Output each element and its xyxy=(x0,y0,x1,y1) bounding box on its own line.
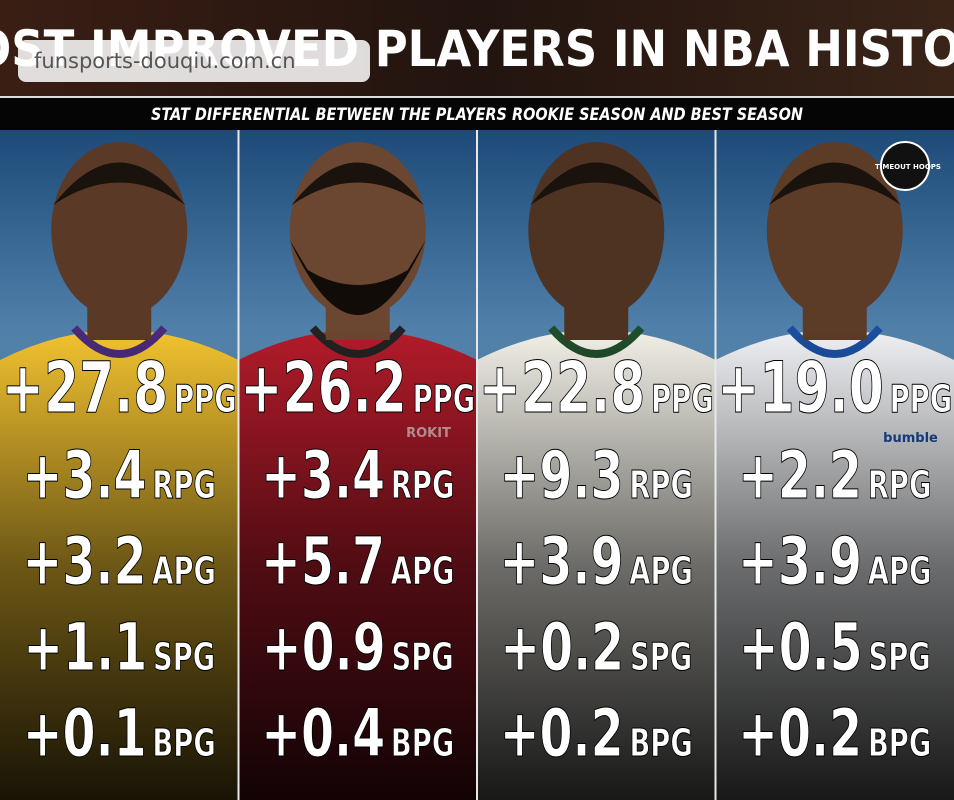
stat-line: +1.1 SPG xyxy=(23,609,215,686)
stat-value: +3.4 xyxy=(261,437,385,514)
stat-unit: RPG xyxy=(629,462,693,507)
stat-line: +3.9 APG xyxy=(738,523,931,600)
logo: TIMEOUT HOOPS xyxy=(875,141,941,191)
stat-value: +27.8 xyxy=(2,348,169,429)
stat-value: +0.2 xyxy=(500,609,624,686)
stat-unit: APG xyxy=(629,548,693,593)
hair xyxy=(53,162,186,205)
stat-line: +0.2 SPG xyxy=(500,609,692,686)
stat-unit: BPG xyxy=(391,720,454,765)
stat-line: +3.4 RPG xyxy=(23,437,216,514)
stat-line: +19.0 PPG xyxy=(717,348,952,429)
stat-unit: APG xyxy=(868,548,932,593)
stat-unit: PPG xyxy=(890,376,953,421)
stat-value: +3.9 xyxy=(738,523,862,600)
stat-unit: APG xyxy=(391,548,455,593)
stat-value: +19.0 xyxy=(717,348,884,429)
stat-value: +0.1 xyxy=(23,695,147,772)
stat-value: +5.7 xyxy=(261,523,385,600)
stat-unit: BPG xyxy=(152,720,215,765)
stat-line: +9.3 RPG xyxy=(500,437,693,514)
stat-value: +0.5 xyxy=(739,609,863,686)
beard xyxy=(289,240,426,315)
stat-unit: BPG xyxy=(629,720,692,765)
stat-line: +0.5 SPG xyxy=(739,609,931,686)
subtitle-bar xyxy=(0,96,954,130)
watermark-box xyxy=(18,40,370,82)
stat-unit: RPG xyxy=(868,462,932,507)
hair xyxy=(768,162,901,205)
player-column: +22.8 PPG+9.3 RPG+3.9 APG+0.2 SPG+0.2 BPG xyxy=(476,130,716,800)
stat-value: +0.2 xyxy=(738,695,862,772)
stat-unit: SPG xyxy=(153,634,215,679)
stat-value: +3.2 xyxy=(23,523,147,600)
stat-value: +3.9 xyxy=(500,523,624,600)
stat-line: +3.2 APG xyxy=(23,523,216,600)
logo-badge xyxy=(880,141,930,191)
stat-line: +0.9 SPG xyxy=(262,609,454,686)
player-column: ROKIT+26.2PPG+3.4RPG+5.7APG+0.9SPG+0.4BP… xyxy=(237,130,477,800)
stat-value: +3.4 xyxy=(23,437,147,514)
stat-line: +22.8 PPG xyxy=(479,348,714,429)
stat-shade xyxy=(0,330,239,800)
player-column: +27.8 PPG+3.4 RPG+3.2 APG+1.1 SPG+0.1 BPG xyxy=(0,130,239,800)
stat-unit: SPG xyxy=(392,634,454,679)
stat-value: +1.1 xyxy=(23,609,147,686)
stat-line: +5.7 APG xyxy=(261,523,454,600)
hair xyxy=(291,162,424,205)
stat-value: +0.4 xyxy=(261,695,385,772)
stat-unit: SPG xyxy=(869,634,931,679)
columns: +27.8PPG+3.4RPG+3.2APG+1.1SPG+0.1BPGROKI… xyxy=(0,130,954,800)
stat-value: +0.9 xyxy=(262,609,386,686)
stat-shade xyxy=(238,330,477,800)
subtitle: STAT DIFFERENTIAL BETWEEN THE PLAYERS RO… xyxy=(151,104,803,124)
stat-unit: RPG xyxy=(152,462,216,507)
logo-text: TIMEOUT HOOPS xyxy=(875,163,941,171)
stat-shade xyxy=(477,330,716,800)
player-column: bumble+19.0PPG+2.2RPG+3.9APG+0.5SPG+0.2B… xyxy=(714,130,954,800)
stat-unit: PPG xyxy=(413,376,476,421)
stat-value: +22.8 xyxy=(479,348,646,429)
stat-unit: APG xyxy=(152,548,216,593)
stat-value: +9.3 xyxy=(500,437,624,514)
watermark: funsports-douqiu.com.cn xyxy=(34,49,296,73)
stat-unit: SPG xyxy=(630,634,692,679)
stat-value: +0.2 xyxy=(500,695,624,772)
stat-line: +3.9 APG xyxy=(500,523,693,600)
stat-line: +0.2 BPG xyxy=(500,695,693,772)
stat-line: +2.2 RPG xyxy=(738,437,931,514)
stat-unit: RPG xyxy=(391,462,455,507)
stat-unit: BPG xyxy=(868,720,931,765)
stat-line: +0.4 BPG xyxy=(261,695,454,772)
stat-line: +26.2 PPG xyxy=(240,348,475,429)
stat-shade xyxy=(715,330,954,800)
stat-line: +3.4 RPG xyxy=(261,437,454,514)
stat-unit: PPG xyxy=(651,376,714,421)
stat-line: +0.2 BPG xyxy=(738,695,931,772)
hair xyxy=(530,162,663,205)
stat-unit: PPG xyxy=(174,376,237,421)
stat-line: +27.8 PPG xyxy=(2,348,237,429)
stat-line: +0.1 BPG xyxy=(23,695,216,772)
stat-value: +26.2 xyxy=(240,348,407,429)
stat-value: +2.2 xyxy=(738,437,862,514)
